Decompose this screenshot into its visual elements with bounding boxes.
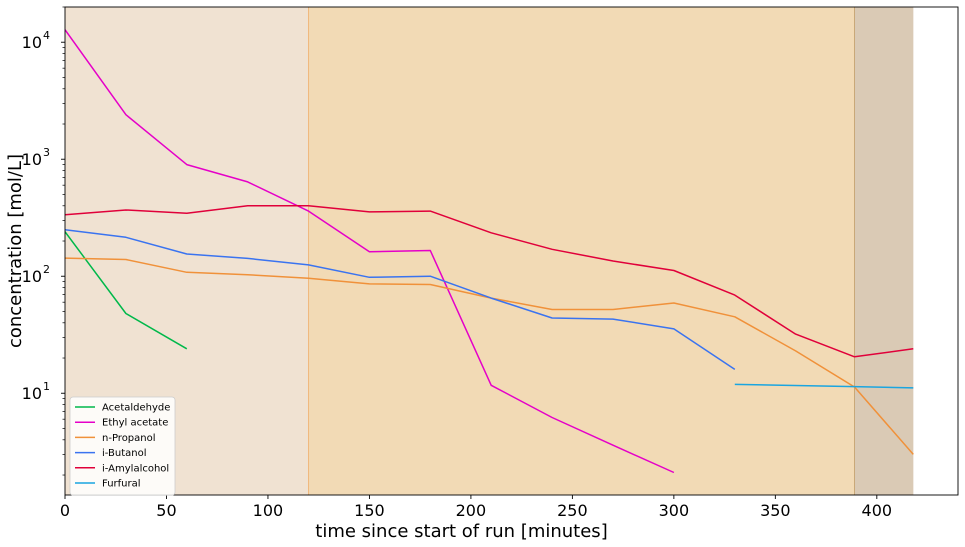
series-line-furfural — [734, 383, 914, 389]
y-tick-label: 10 — [22, 150, 42, 169]
y-tick-exponent: 1 — [43, 380, 50, 393]
legend: Acetaldehyde Ethyl acetate n-Propanol i-But… — [69, 396, 176, 496]
legend-box — [69, 396, 176, 496]
x-tick-label: 350 — [760, 501, 791, 520]
legend-label: i-Butanol — [102, 448, 147, 459]
y-tick-label: 10 — [22, 384, 42, 403]
series-line-i-butanol — [65, 228, 736, 371]
y-axis-label: concentration [mol/L] — [5, 154, 26, 348]
x-tick-label: 0 — [60, 501, 70, 520]
x-axis-label: time since start of run [minutes] — [315, 521, 607, 542]
legend-label: n-Propanol — [102, 433, 156, 444]
x-tick-label: 100 — [253, 501, 284, 520]
x-tick-label: 200 — [456, 501, 487, 520]
phase-region-3 — [854, 7, 914, 495]
legend-label: i-Amylalcohol — [102, 463, 169, 474]
legend-label: Ethyl acetate — [102, 418, 168, 429]
x-tick-label: 250 — [557, 501, 588, 520]
legend-label: Furfural — [102, 479, 141, 490]
y-tick-exponent: 2 — [43, 263, 50, 276]
y-tick-label: 10 — [22, 33, 42, 52]
y-tick-exponent: 3 — [43, 146, 50, 159]
series-group — [65, 29, 914, 474]
series-line-i-amylalcohol — [65, 205, 914, 358]
x-tick-label: 50 — [156, 501, 176, 520]
x-tick-label: 150 — [354, 501, 385, 520]
x-tick-label: 400 — [862, 501, 893, 520]
y-tick-label: 10 — [22, 267, 42, 286]
plot-frame — [64, 6, 959, 496]
y-tick-exponent: 4 — [43, 29, 50, 42]
legend-label: Acetaldehyde — [102, 403, 170, 414]
series-line-ethyl-acetate — [65, 29, 675, 474]
x-tick-label: 300 — [659, 501, 690, 520]
